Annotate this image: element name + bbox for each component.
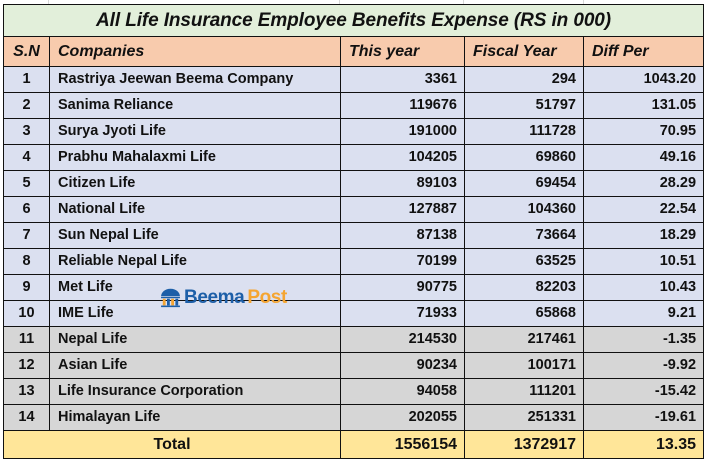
cell-company: Sanima Reliance — [49, 92, 341, 119]
cell-company: IME Life — [49, 300, 341, 327]
table-row: 5 Citizen Life 89103 69454 28.29 — [3, 170, 705, 197]
cell-diff-per: 10.51 — [582, 248, 705, 275]
cell-fiscal-year: 111728 — [464, 118, 584, 145]
cell-fiscal-year: 294 — [464, 66, 584, 93]
cell-this-year: 214530 — [340, 326, 465, 353]
cell-this-year: 127887 — [340, 196, 465, 223]
table-row: 10 IME Life 71933 65868 9.21 — [3, 300, 705, 327]
cell-this-year: 89103 — [340, 170, 465, 197]
cell-this-year: 202055 — [340, 404, 465, 431]
cell-company: Surya Jyoti Life — [49, 118, 341, 145]
cell-company: Himalayan Life — [49, 404, 341, 431]
cell-fiscal-year: 73664 — [464, 222, 584, 249]
cell-sn: 13 — [3, 378, 50, 405]
table-row: 6 National Life 127887 104360 22.54 — [3, 196, 705, 223]
total-this-year: 1556154 — [340, 430, 465, 459]
cell-fiscal-year: 104360 — [464, 196, 584, 223]
cell-sn: 5 — [3, 170, 50, 197]
cell-fiscal-year: 100171 — [464, 352, 584, 379]
cell-this-year: 90775 — [340, 274, 465, 301]
cell-company: Citizen Life — [49, 170, 341, 197]
total-fiscal-year: 1372917 — [464, 430, 584, 459]
cell-diff-per: 49.16 — [582, 144, 705, 171]
page-title: All Life Insurance Employee Benefits Exp… — [2, 4, 705, 37]
column-header-sn: S.N — [3, 36, 50, 67]
cell-fiscal-year: 82203 — [464, 274, 584, 301]
cell-company: National Life — [49, 196, 341, 223]
table-header-row: S.N Companies This year Fiscal Year Diff… — [3, 36, 705, 67]
cell-this-year: 87138 — [340, 222, 465, 249]
cell-this-year: 90234 — [340, 352, 465, 379]
cell-company: Reliable Nepal Life — [49, 248, 341, 275]
table-row: 3 Surya Jyoti Life 191000 111728 70.95 — [3, 118, 705, 145]
table-row: 8 Reliable Nepal Life 70199 63525 10.51 — [3, 248, 705, 275]
cell-sn: 2 — [3, 92, 50, 119]
cell-company: Sun Nepal Life — [49, 222, 341, 249]
cell-diff-per: 1043.20 — [582, 66, 705, 93]
cell-diff-per: 10.43 — [582, 274, 705, 301]
cell-this-year: 94058 — [340, 378, 465, 405]
table-total-row: Total 1556154 1372917 13.35 — [3, 430, 705, 459]
cell-fiscal-year: 251331 — [464, 404, 584, 431]
cell-sn: 1 — [3, 66, 50, 93]
cell-sn: 14 — [3, 404, 50, 431]
column-header-diff-per: Diff Per — [582, 36, 705, 67]
column-header-companies: Companies — [49, 36, 341, 67]
table-row: 12 Asian Life 90234 100171 -9.92 — [3, 352, 705, 379]
cell-this-year: 3361 — [340, 66, 465, 93]
cell-sn: 6 — [3, 196, 50, 223]
cell-sn: 7 — [3, 222, 50, 249]
cell-this-year: 71933 — [340, 300, 465, 327]
cell-fiscal-year: 65868 — [464, 300, 584, 327]
cell-diff-per: -19.61 — [582, 404, 705, 431]
cell-company: Asian Life — [49, 352, 341, 379]
cell-diff-per: 22.54 — [582, 196, 705, 223]
cell-this-year: 70199 — [340, 248, 465, 275]
cell-company: Prabhu Mahalaxmi Life — [49, 144, 341, 171]
cell-fiscal-year: 69454 — [464, 170, 584, 197]
cell-company: Met Life — [49, 274, 341, 301]
cell-diff-per: -9.92 — [582, 352, 705, 379]
life-insurance-expense-table: All Life Insurance Employee Benefits Exp… — [2, 4, 705, 459]
table-row: 2 Sanima Reliance 119676 51797 131.05 — [3, 92, 705, 119]
cell-sn: 3 — [3, 118, 50, 145]
cell-diff-per: 28.29 — [582, 170, 705, 197]
cell-this-year: 104205 — [340, 144, 465, 171]
cell-fiscal-year: 217461 — [464, 326, 584, 353]
table-title-row: All Life Insurance Employee Benefits Exp… — [2, 4, 705, 37]
cell-fiscal-year: 111201 — [464, 378, 584, 405]
cell-sn: 10 — [3, 300, 50, 327]
report-table-container: All Life Insurance Employee Benefits Exp… — [2, 4, 705, 459]
cell-fiscal-year: 69860 — [464, 144, 584, 171]
cell-fiscal-year: 63525 — [464, 248, 584, 275]
cell-diff-per: -15.42 — [582, 378, 705, 405]
cell-company: Life Insurance Corporation — [49, 378, 341, 405]
cell-diff-per: -1.35 — [582, 326, 705, 353]
table-row: 4 Prabhu Mahalaxmi Life 104205 69860 49.… — [3, 144, 705, 171]
cell-sn: 11 — [3, 326, 50, 353]
cell-company: Rastriya Jeewan Beema Company — [49, 66, 341, 93]
cell-diff-per: 131.05 — [582, 92, 705, 119]
column-header-this-year: This year — [340, 36, 465, 67]
cell-this-year: 119676 — [340, 92, 465, 119]
cell-diff-per: 70.95 — [582, 118, 705, 145]
column-header-fiscal-year: Fiscal Year — [464, 36, 584, 67]
cell-fiscal-year: 51797 — [464, 92, 584, 119]
cell-sn: 9 — [3, 274, 50, 301]
table-row: 7 Sun Nepal Life 87138 73664 18.29 — [3, 222, 705, 249]
table-row: 1 Rastriya Jeewan Beema Company 3361 294… — [3, 66, 705, 93]
cell-company: Nepal Life — [49, 326, 341, 353]
total-label: Total — [3, 430, 341, 459]
table-row: 11 Nepal Life 214530 217461 -1.35 — [3, 326, 705, 353]
cell-diff-per: 18.29 — [582, 222, 705, 249]
cell-sn: 8 — [3, 248, 50, 275]
cell-this-year: 191000 — [340, 118, 465, 145]
total-diff-per: 13.35 — [582, 430, 705, 459]
table-row: 14 Himalayan Life 202055 251331 -19.61 — [3, 404, 705, 431]
cell-diff-per: 9.21 — [582, 300, 705, 327]
cell-sn: 4 — [3, 144, 50, 171]
table-row: 13 Life Insurance Corporation 94058 1112… — [3, 378, 705, 405]
table-row: 9 Met Life 90775 82203 10.43 — [3, 274, 705, 301]
cell-sn: 12 — [3, 352, 50, 379]
